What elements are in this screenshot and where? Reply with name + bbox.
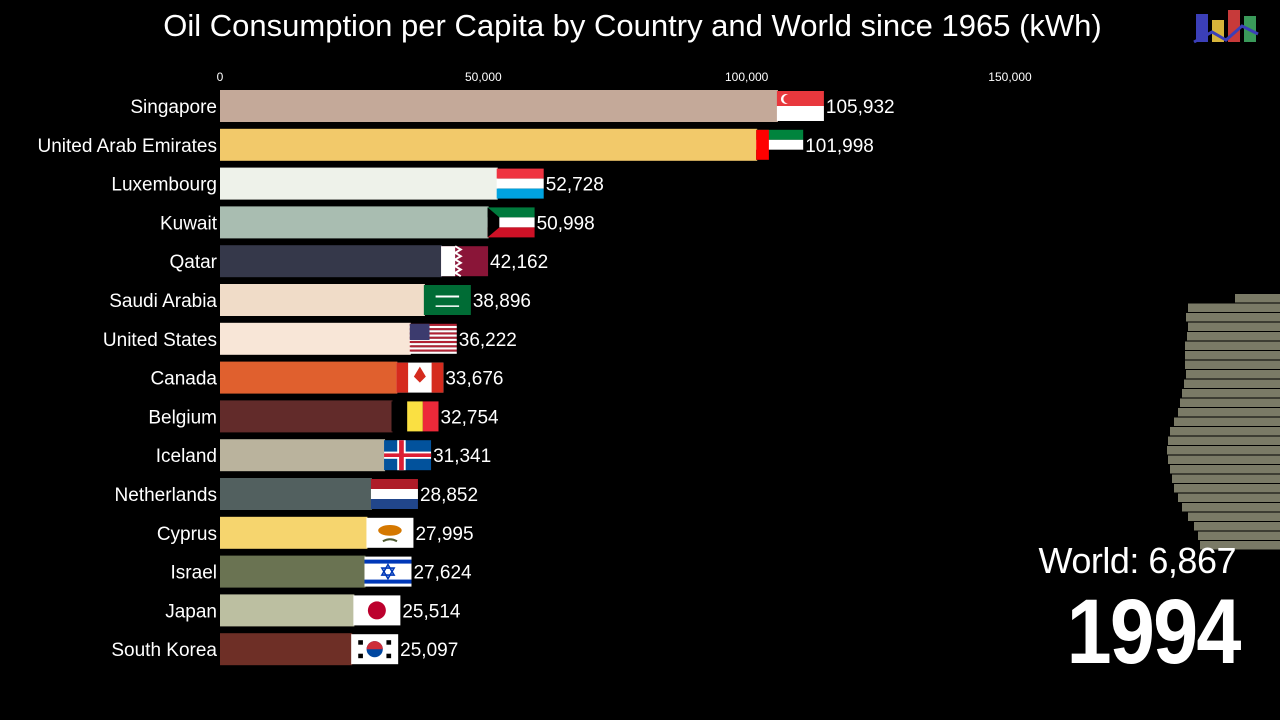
value-label: 28,852: [420, 485, 478, 506]
iceland-flag-icon: [384, 440, 432, 471]
netherlands-flag-icon: [370, 479, 418, 509]
value-label: 52,728: [546, 175, 604, 196]
world-history-bar: [1178, 493, 1280, 502]
usa-flag-icon: [409, 323, 457, 354]
world-history-bar: [1168, 436, 1280, 445]
bar: [220, 361, 398, 394]
world-history-bar: [1188, 322, 1280, 331]
category-label: United States: [103, 330, 217, 351]
world-history-bar: [1184, 379, 1280, 388]
world-history-bar: [1167, 446, 1280, 455]
world-history-bar: [1198, 531, 1280, 540]
qatar-flag-icon: [441, 245, 489, 278]
category-label: Singapore: [130, 97, 217, 118]
world-history-bar: [1182, 503, 1280, 512]
category-label: United Arab Emirates: [37, 136, 217, 157]
value-label: 31,341: [433, 446, 491, 467]
value-label: 32,754: [441, 407, 500, 428]
saudi-arabia-flag-icon: [423, 285, 471, 315]
cyprus-flag-icon: [366, 517, 414, 548]
world-history-bar: [1185, 351, 1280, 360]
bar: [220, 284, 425, 316]
world-history-bar: [1186, 370, 1280, 379]
bar: [220, 516, 368, 549]
value-label: 27,995: [415, 524, 473, 545]
category-label: Belgium: [148, 407, 217, 428]
x-tick-label: 100,000: [725, 70, 769, 84]
bar: [220, 128, 758, 161]
bar: [220, 90, 778, 122]
world-history-bar: [1172, 474, 1280, 483]
israel-flag-icon: [364, 556, 412, 587]
kuwait-flag-icon: [487, 207, 535, 238]
category-label: South Korea: [111, 640, 217, 661]
value-label: 25,514: [402, 601, 461, 622]
japan-flag-icon: [353, 595, 401, 626]
bar: [220, 206, 489, 239]
world-value-label: World: 6,867: [1038, 540, 1237, 581]
value-label: 105,932: [826, 97, 895, 118]
category-label: Iceland: [156, 446, 217, 467]
bar: [220, 400, 393, 433]
south-korea-flag-icon: [351, 634, 399, 665]
bar: [220, 322, 411, 355]
bar: [220, 439, 386, 472]
world-history-bar: [1188, 512, 1280, 521]
belgium-flag-icon: [391, 401, 439, 432]
world-history-stack: [1167, 294, 1280, 550]
uae-flag-icon: [756, 129, 804, 160]
world-history-bar: [1168, 455, 1280, 464]
x-tick-label: 0: [217, 70, 224, 84]
value-label: 33,676: [445, 369, 503, 390]
luxembourg-flag-icon: [496, 168, 544, 199]
x-tick-label: 50,000: [465, 70, 502, 84]
world-history-bar: [1194, 522, 1280, 531]
bar: [220, 594, 355, 627]
bar: [220, 245, 443, 278]
world-history-bar: [1200, 541, 1280, 550]
bar: [220, 555, 366, 588]
world-history-bar: [1174, 417, 1280, 426]
world-history-bar: [1185, 360, 1280, 369]
bar: [220, 633, 353, 666]
world-history-bar: [1178, 408, 1280, 417]
value-label: 101,998: [805, 136, 874, 157]
world-history-bar: [1174, 484, 1280, 493]
category-label: Qatar: [169, 252, 217, 273]
channel-logo-icon: [1193, 10, 1259, 44]
category-label: Kuwait: [160, 213, 218, 234]
value-label: 36,222: [459, 330, 517, 351]
category-label: Japan: [165, 601, 217, 622]
bar: [220, 478, 372, 510]
value-label: 50,998: [537, 213, 595, 234]
world-history-bar: [1235, 294, 1280, 303]
value-label: 25,097: [400, 640, 458, 661]
year-label: 1994: [1066, 581, 1242, 683]
category-label: Luxembourg: [111, 175, 217, 196]
world-history-bar: [1180, 398, 1280, 407]
world-history-bar: [1170, 465, 1280, 474]
category-label: Saudi Arabia: [109, 291, 217, 312]
category-label: Cyprus: [157, 524, 217, 545]
x-tick-label: 150,000: [988, 70, 1032, 84]
category-label: Canada: [150, 369, 217, 390]
world-history-bar: [1185, 341, 1280, 350]
world-history-bar: [1186, 313, 1280, 322]
world-history-bar: [1182, 389, 1280, 398]
chart-title: Oil Consumption per Capita by Country an…: [163, 8, 1102, 43]
world-history-bar: [1187, 332, 1280, 341]
value-label: 38,896: [473, 291, 531, 312]
value-label: 27,624: [413, 563, 472, 584]
bar: [220, 167, 498, 200]
world-history-bar: [1170, 427, 1280, 436]
canada-flag-icon: [396, 362, 444, 393]
category-label: Israel: [171, 563, 217, 584]
value-label: 42,162: [490, 252, 548, 273]
category-label: Netherlands: [115, 485, 217, 506]
world-history-bar: [1188, 303, 1280, 312]
singapore-flag-icon: [776, 91, 824, 121]
